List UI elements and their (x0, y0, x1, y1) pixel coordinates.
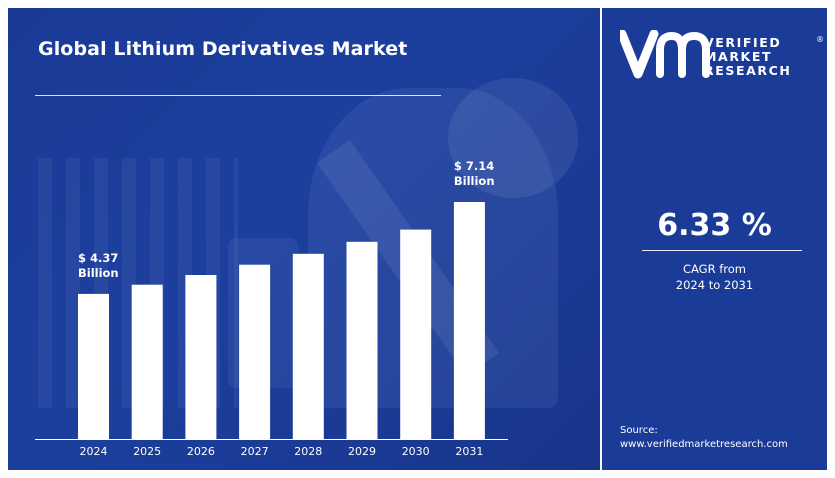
brand-line-1: VERIFIED (704, 35, 782, 50)
chart-title: Global Lithium Derivatives Market (38, 38, 408, 60)
registered-mark: ® (816, 35, 824, 44)
bar-chart: 2024 2025 2026 2027 2028 2029 2030 2031$ 4.37Bi… (35, 159, 508, 458)
bar-2026 (185, 275, 217, 439)
brand-line-3: RESEARCH (704, 63, 792, 78)
x-tick-label-2027: 2027 (241, 445, 269, 458)
cagr-label: CAGR from 2024 to 2031 (602, 261, 827, 293)
cagr-divider (642, 250, 802, 251)
data-label-2031-line2: Billion (454, 174, 495, 188)
x-tick-label-2026: 2026 (187, 445, 215, 458)
bar-2024 (78, 293, 109, 439)
data-label-2024-line2: Billion (78, 266, 119, 280)
background-lab-head (448, 78, 578, 198)
cagr-label-line-2: 2024 to 2031 (675, 278, 754, 292)
source-note: Source: www.verifiedmarketresearch.com (620, 424, 788, 452)
bar-2027 (239, 264, 271, 439)
x-tick-label-2031: 2031 (455, 445, 483, 458)
x-tick-label-2028: 2028 (294, 445, 322, 458)
x-tick-label-2025: 2025 (133, 445, 161, 458)
info-panel: VERIFIED MARKET RESEARCH ® 6.33 % CAGR f… (602, 8, 827, 470)
bar-2031 (453, 202, 485, 439)
x-tick-label-2024: 2024 (80, 445, 108, 458)
brand-name: VERIFIED MARKET RESEARCH (704, 36, 791, 78)
infographic-frame: Global Lithium Derivatives Market 2024 20… (8, 8, 827, 470)
cagr-label-line-1: CAGR from (682, 262, 746, 276)
x-tick-label-2030: 2030 (402, 445, 430, 458)
bar-2025 (131, 284, 163, 439)
x-tick-label-2029: 2029 (348, 445, 376, 458)
cagr-value: 6.33 % (657, 208, 772, 243)
bar-2029 (346, 241, 378, 439)
bar-2028 (292, 253, 324, 439)
source-url: www.verifiedmarketresearch.com (620, 439, 788, 450)
chart-panel: Global Lithium Derivatives Market 2024 20… (8, 8, 600, 470)
data-label-2031-line1: $ 7.14 (454, 159, 494, 173)
vmr-logo-icon (617, 29, 710, 79)
brand-logo (617, 29, 825, 90)
title-underline (35, 95, 441, 96)
source-label: Source: (620, 425, 658, 436)
brand-line-2: MARKET (704, 49, 773, 64)
data-label-2024-line1: $ 4.37 (78, 251, 118, 265)
bar-2030 (400, 229, 432, 439)
